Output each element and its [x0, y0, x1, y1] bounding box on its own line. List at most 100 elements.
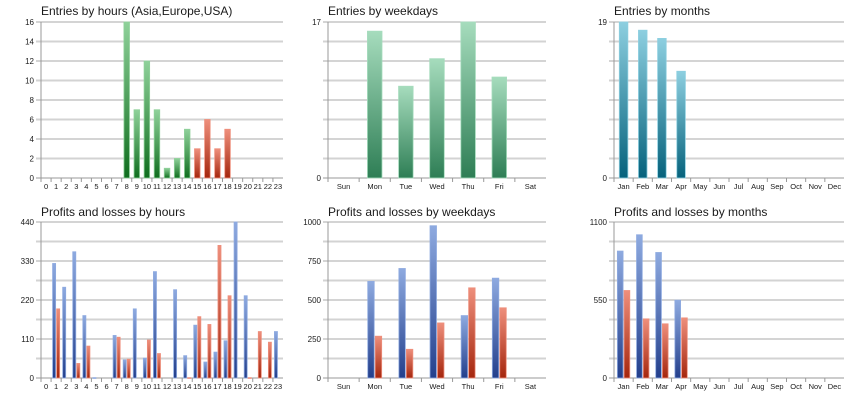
x-tick-label: 9: [135, 182, 139, 191]
x-tick-label: Oct: [790, 382, 803, 391]
y-tick-label: 0: [30, 374, 35, 383]
bar-losses-feb: [642, 318, 650, 379]
x-tick-label: 0: [44, 182, 48, 191]
y-tick-label: 440: [21, 218, 35, 227]
bar-profits-16: [203, 361, 208, 379]
x-tick-label: Jun: [713, 182, 725, 191]
x-tick-label: 16: [203, 182, 211, 191]
x-tick-label: 23: [274, 382, 282, 391]
bar-profits-fri: [491, 277, 500, 379]
bar-profits-23: [274, 331, 278, 379]
y-tick-label: 19: [598, 18, 607, 27]
x-tick-label: Tue: [400, 182, 413, 191]
x-tick-label: 18: [223, 382, 231, 391]
bar-profits-mar: [655, 252, 662, 379]
x-tick-label: 5: [94, 382, 98, 391]
bar-losses-4: [86, 345, 91, 379]
x-tick-label: 3: [74, 182, 78, 191]
y-tick-label: 2: [30, 155, 35, 164]
bar-losses-fri: [499, 307, 507, 379]
x-tick-label: Fri: [495, 182, 504, 191]
x-tick-label: Mon: [367, 182, 382, 191]
x-tick-label: 14: [183, 382, 191, 391]
x-tick-label: 7: [115, 382, 119, 391]
x-tick-label: May: [693, 182, 707, 191]
x-tick-label: Thu: [462, 182, 475, 191]
chart-entries-weekdays: Entries by weekdays 0 17 Sun Mon Tue Wed Thu Fr…: [290, 0, 580, 200]
bar-losses-7: [116, 336, 121, 379]
x-tick-label: 13: [173, 182, 181, 191]
bar-profits-15: [193, 324, 198, 379]
x-tick-label: 8: [125, 382, 129, 391]
y-tick-label: 0: [317, 174, 322, 183]
bar-profits-19: [233, 221, 238, 379]
bar-profits-jan: [616, 250, 624, 379]
bar-losses-10: [146, 339, 151, 379]
x-tick-label: 8: [125, 182, 129, 191]
bar-profits-17: [213, 351, 218, 379]
x-tick-label: Sun: [337, 182, 350, 191]
bar-losses-8: [126, 358, 131, 379]
bar-profits-wed: [429, 225, 437, 379]
x-tick-label: Wed: [429, 182, 444, 191]
bar-profits-apr: [674, 299, 681, 379]
bar-profits-10: [142, 357, 147, 379]
x-tick-label: Sep: [770, 182, 783, 191]
bar-entries-apr: [676, 70, 686, 179]
bar-profits-8: [122, 359, 127, 379]
bar-profits-feb: [636, 234, 643, 379]
x-tick-label: 16: [203, 382, 211, 391]
x-tick-label: 13: [173, 382, 181, 391]
bar-losses-wed: [437, 322, 445, 379]
y-tick-label: 0: [603, 374, 608, 383]
y-tick-label: 4: [30, 135, 35, 144]
bar-entries-11: [153, 109, 161, 179]
bar-entries-mon: [367, 30, 383, 179]
bar-profits-20: [243, 295, 248, 379]
x-tick-label: Jan: [618, 382, 630, 391]
x-tick-label: 0: [44, 382, 48, 391]
x-tick-label: 20: [244, 382, 252, 391]
y-tick-label: 550: [594, 296, 608, 305]
y-tick-label: 17: [312, 18, 321, 27]
x-tick-label: Wed: [429, 382, 444, 391]
bar-losses-thu: [468, 287, 476, 379]
bar-entries-10: [143, 60, 151, 179]
x-tick-label: Fri: [495, 382, 504, 391]
x-tick-label: 6: [104, 182, 108, 191]
x-tick-label: 23: [274, 182, 282, 191]
x-tick-label: Oct: [790, 182, 803, 191]
bar-losses-1: [56, 308, 61, 379]
x-tick-label: Aug: [751, 182, 764, 191]
x-tick-label: 17: [213, 182, 221, 191]
bar-entries-15: [194, 148, 201, 179]
x-tick-label: Thu: [462, 382, 475, 391]
x-tick-label: May: [693, 382, 707, 391]
x-tick-label: 9: [135, 382, 139, 391]
chart-pl-hours: Profits and losses by hours 0 110 220 330 44…: [0, 200, 290, 400]
x-tick-label: 4: [84, 182, 88, 191]
x-tick-label: 14: [183, 182, 191, 191]
chart-pl-weekdays: Profits and losses by weekdays 0 250 500 75…: [290, 200, 580, 400]
bar-profits-3: [72, 251, 77, 379]
x-tick-label: 22: [264, 382, 272, 391]
bar-losses-3: [76, 363, 81, 379]
x-tick-label: 12: [163, 382, 171, 391]
bar-profits-thu: [460, 315, 469, 379]
bar-entries-18: [224, 128, 231, 179]
bar-profits-18: [223, 340, 228, 379]
x-tick-label: 7: [115, 182, 119, 191]
bar-profits-7: [112, 335, 117, 379]
x-tick-label: Jul: [734, 182, 744, 191]
x-tick-label: 15: [193, 382, 201, 391]
bar-profits-13: [173, 289, 178, 379]
x-tick-label: Sat: [525, 182, 537, 191]
x-tick-label: Nov: [809, 182, 823, 191]
bar-losses-tue: [405, 348, 414, 379]
y-tick-label: 250: [308, 335, 322, 344]
x-tick-label: 3: [74, 382, 78, 391]
chart-title: Profits and losses by months: [614, 205, 768, 219]
y-tick-label: 16: [25, 18, 34, 27]
bar-losses-11: [157, 353, 161, 379]
